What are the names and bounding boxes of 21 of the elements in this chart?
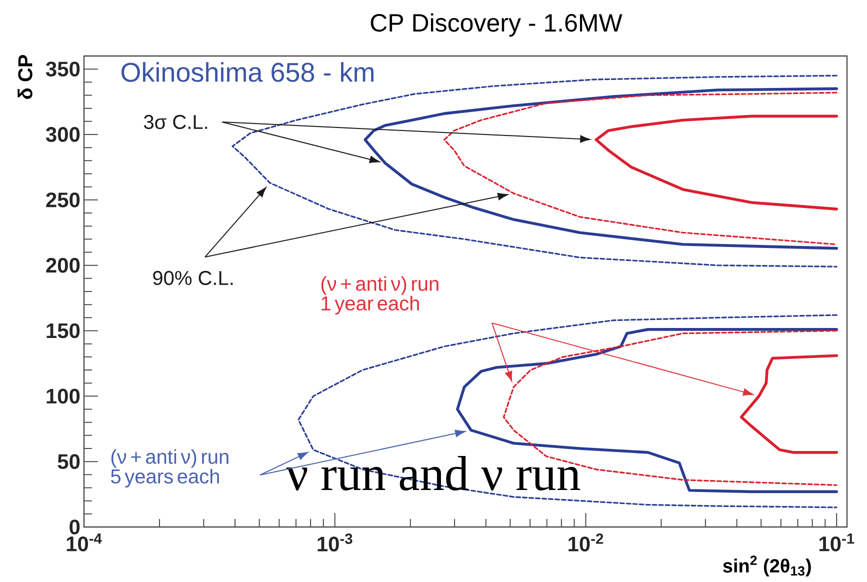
annotation: 90% C.L. <box>153 270 233 286</box>
chart-title: CP Discovery - 1.6MW <box>370 13 622 37</box>
y-tick-label: 150 <box>46 323 80 338</box>
x-tick-label: 10$^{-1}$ <box>819 534 854 552</box>
y-axis-title: δ CP <box>18 54 32 99</box>
annotation: ν run and ν run <box>286 456 580 490</box>
annotation: (ν + anti ν) run 1 year each <box>321 276 438 314</box>
y-tick-label: 100 <box>46 388 80 404</box>
x-axis-title: sin$^{2}$ (2θ$_{13}$) <box>723 556 811 576</box>
y-tick-label: 250 <box>46 192 80 208</box>
x-tick-label: 10$^{-4}$ <box>66 534 102 552</box>
annotation: 3σ C.L. <box>144 114 208 130</box>
x-tick-label: 10$^{-2}$ <box>568 534 604 552</box>
y-tick-label: 350 <box>46 62 80 77</box>
y-tick-label: 200 <box>46 258 80 273</box>
annotation: (ν + anti ν) run 5 years each <box>111 449 228 488</box>
annotation: Okinoshima 658 - km <box>121 62 374 82</box>
x-tick-label: 10$^{-3}$ <box>318 534 352 552</box>
y-tick-label: 50 <box>58 454 80 470</box>
y-tick-label: 300 <box>46 127 80 142</box>
y-tick-label: 0 <box>70 520 80 534</box>
